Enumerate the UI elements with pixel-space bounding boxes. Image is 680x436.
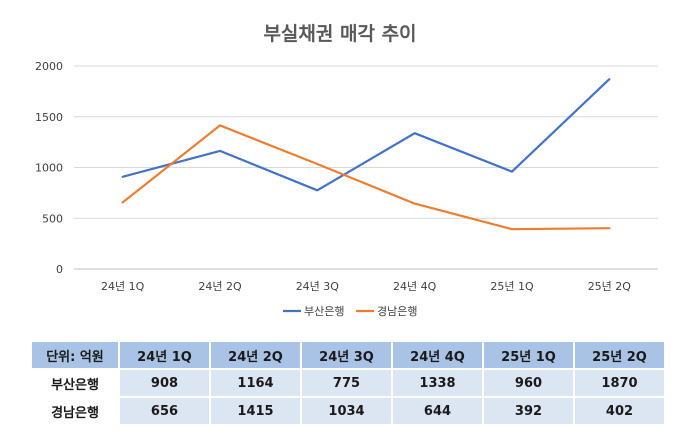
series-line	[121, 78, 611, 192]
x-axis-ticks: 24년 1Q 24년 2Q 24년 3Q 24년 4Q 25년 1Q 25년 2Q	[101, 280, 631, 293]
table-cell: 392	[484, 398, 573, 424]
y-tick-label: 2000	[35, 60, 63, 73]
table-cell: 1415	[211, 398, 300, 424]
y-tick-label: 1500	[35, 111, 63, 124]
table-row-label: 부산은행	[32, 370, 118, 396]
line-chart: 부실채권 매각 추이 0 500 1000 1500 2000 24년 1Q 24년 2Q…	[35, 23, 658, 318]
table-unit-label: 단위: 억원	[32, 342, 118, 368]
gridlines	[74, 65, 658, 270]
x-tick-label: 25년 2Q	[588, 280, 632, 293]
table-cell: 1164	[211, 370, 300, 396]
table-row: 경남은행 656 1415 1034 644 392 402	[32, 398, 664, 424]
table-row: 부산은행 908 1164 775 1338 960 1870	[32, 370, 664, 396]
table-header-cell: 24년 4Q	[393, 342, 482, 368]
table-cell: 1338	[393, 370, 482, 396]
table-header-cell: 24년 1Q	[120, 342, 209, 368]
table-cell: 960	[484, 370, 573, 396]
legend: 부산은행 경남은행	[283, 305, 417, 318]
y-tick-label: 0	[56, 263, 63, 276]
table-cell: 656	[120, 398, 209, 424]
table-header-row: 단위: 억원 24년 1Q 24년 2Q 24년 3Q 24년 4Q 25년 1…	[32, 342, 664, 368]
table-cell: 1034	[302, 398, 391, 424]
series-line	[121, 124, 611, 231]
table-cell: 402	[575, 398, 664, 424]
chart-title: 부실채권 매각 추이	[263, 23, 416, 45]
table-row-label: 경남은행	[32, 398, 118, 424]
table-cell: 908	[120, 370, 209, 396]
x-tick-label: 24년 1Q	[101, 280, 145, 293]
y-tick-label: 1000	[35, 162, 63, 175]
x-tick-label: 24년 2Q	[198, 280, 242, 293]
table-header-cell: 25년 2Q	[575, 342, 664, 368]
table-header-cell: 24년 2Q	[211, 342, 300, 368]
legend-label: 부산은행	[304, 305, 344, 318]
x-tick-label: 24년 4Q	[393, 280, 437, 293]
legend-label: 경남은행	[377, 305, 417, 318]
table-header-cell: 24년 3Q	[302, 342, 391, 368]
table-cell: 644	[393, 398, 482, 424]
y-axis-ticks: 0 500 1000 1500 2000	[35, 60, 63, 276]
y-tick-label: 500	[42, 212, 63, 225]
table-cell: 1870	[575, 370, 664, 396]
series-lines	[121, 78, 611, 231]
data-table: 단위: 억원 24년 1Q 24년 2Q 24년 3Q 24년 4Q 25년 1…	[30, 340, 666, 426]
x-tick-label: 25년 1Q	[490, 280, 534, 293]
table-header-cell: 25년 1Q	[484, 342, 573, 368]
x-tick-label: 24년 3Q	[296, 280, 340, 293]
table-cell: 775	[302, 370, 391, 396]
